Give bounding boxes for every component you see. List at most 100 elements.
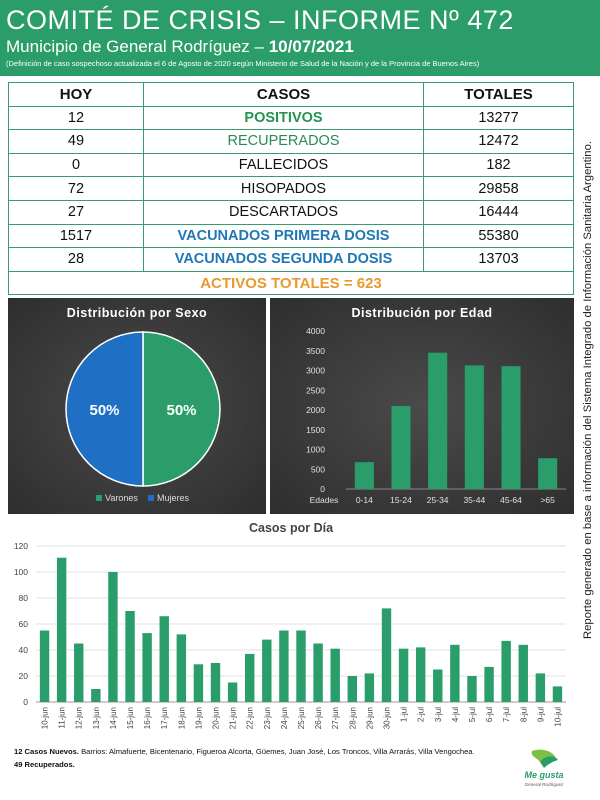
table-row: 12 POSITIVOS 13277 [8, 105, 574, 131]
x-tick-label: 17-jun [160, 707, 169, 729]
age-bar [391, 406, 411, 489]
table-row: 1517 VACUNADOS PRIMERA DOSIS 55380 [8, 223, 574, 249]
x-tick-label: >65 [540, 495, 555, 505]
x-tick-label: 0-14 [356, 495, 373, 505]
source-note: Reporte generado en base a información d… [578, 110, 598, 670]
day-bar [450, 644, 460, 702]
case-label: DESCARTADOS [143, 199, 424, 225]
y-tick-label: 80 [19, 593, 29, 603]
day-bar [347, 676, 357, 702]
table-row: 27 DESCARTADOS 16444 [8, 199, 574, 225]
case-label: VACUNADOS SEGUNDA DOSIS [143, 247, 424, 272]
report-subtitle: Municipio de General Rodríguez – 10/07/2… [6, 36, 594, 58]
total-cell: 13703 [423, 247, 574, 272]
logo-subtext: General Rodríguez [525, 782, 565, 787]
hoy-cell: 0 [8, 152, 144, 178]
x-tick-label: 22-jun [246, 707, 255, 729]
sex-chart-title: Distribución por Sexo [66, 306, 208, 320]
x-tick-label: 29-jun [365, 707, 374, 729]
y-tick-label: 40 [19, 645, 29, 655]
x-tick-label: 4-jul [451, 707, 460, 722]
day-bar [176, 634, 187, 702]
age-chart-title: Distribución por Edad [351, 306, 493, 320]
x-tick-label: 3-jul [434, 707, 443, 722]
legend-label-mujeres: Mujeres [157, 493, 190, 503]
activos-row: ACTIVOS TOTALES = 623 [8, 270, 574, 296]
hoy-cell: 1517 [8, 223, 144, 249]
x-tick-label: 1-jul [400, 707, 409, 722]
logo-text: Me gusta [524, 770, 563, 780]
day-bar [313, 643, 323, 702]
y-tick-label: 2000 [306, 405, 325, 415]
x-tick-label: 5-jul [468, 707, 477, 722]
header-hoy: HOY [8, 82, 144, 107]
age-distribution-panel: Distribución por Edad 0 500 1000 1500 2000 25… [270, 298, 574, 514]
recovered-note: 49 Recuperados. [14, 758, 475, 771]
table-row: 49 RECUPERADOS 12472 [8, 129, 574, 154]
hoy-cell: 28 [8, 247, 144, 272]
pie-slice-varones [142, 331, 221, 487]
x-tick-label: 8-jul [519, 707, 528, 722]
day-bar [518, 644, 528, 702]
activos-totales: ACTIVOS TOTALES = 623 [8, 270, 574, 296]
case-label: RECUPERADOS [143, 129, 424, 154]
x-tick-label: 14-jun [109, 707, 118, 729]
total-cell: 13277 [423, 105, 574, 131]
report-date: 10/07/2021 [268, 37, 354, 56]
total-cell: 29858 [423, 176, 574, 201]
y-tick-label: 1500 [306, 425, 325, 435]
y-tick-label: 0 [23, 697, 28, 707]
day-bar [142, 633, 152, 702]
total-cell: 55380 [423, 223, 574, 249]
y-tick-label: 500 [311, 464, 325, 474]
age-bar [538, 458, 558, 489]
x-tick-label: 24-jun [280, 707, 289, 729]
case-label: VACUNADOS PRIMERA DOSIS [143, 223, 424, 249]
age-bar [354, 462, 374, 489]
hoy-cell: 72 [8, 176, 144, 201]
total-cell: 182 [423, 152, 574, 178]
x-tick-label: 20-jun [212, 707, 221, 729]
y-tick-label: 20 [19, 671, 29, 681]
y-tick-label: 3000 [306, 366, 325, 376]
pie-data-label: 50% [89, 402, 119, 419]
stats-header-row: HOY CASOS TOTALES [8, 82, 574, 107]
hoy-cell: 12 [8, 105, 144, 131]
new-cases-count: 12 Casos Nuevos. [14, 747, 79, 756]
new-cases-neighborhoods: Barrios: Almafuerte, Bicentenario, Figue… [79, 747, 475, 756]
municipality-label: Municipio de General Rodríguez – [6, 37, 269, 56]
day-bar [159, 616, 169, 702]
y-tick-label: 0 [320, 484, 325, 494]
day-bar [364, 673, 375, 702]
x-tick-label: 35-44 [463, 495, 485, 505]
day-bar [39, 630, 50, 702]
legend-label-varones: Varones [105, 493, 138, 503]
me-gusta-logo: Me gusta General Rodríguez [524, 749, 565, 787]
y-tick-label: 3500 [306, 346, 325, 356]
day-bar [535, 673, 546, 702]
age-bar [428, 352, 448, 489]
age-bar [464, 365, 484, 489]
x-tick-label: 45-64 [500, 495, 522, 505]
x-tick-label: 10-jul [553, 707, 562, 727]
day-bar [433, 669, 443, 702]
x-tick-label: 27-jun [331, 707, 340, 729]
x-tick-label: 7-jul [502, 707, 511, 722]
case-label: HISOPADOS [143, 176, 424, 201]
case-label: POSITIVOS [143, 105, 424, 131]
header-casos: CASOS [143, 82, 424, 107]
y-tick-label: 120 [14, 541, 28, 551]
definition-note: (Definición de caso sospechoso actualiza… [6, 59, 480, 68]
daily-bar-chart: 0 20 40 60 80 100 120 10-jun 11-jun 12-jun 13-jun 1… [14, 541, 566, 729]
x-tick-label: 28-jun [348, 707, 357, 729]
table-row: 28 VACUNADOS SEGUNDA DOSIS 13703 [8, 247, 574, 272]
y-tick-label: 4000 [306, 326, 325, 336]
day-bar [227, 682, 238, 702]
age-bar-chart: 0 500 1000 1500 2000 2500 3000 3500 4000 0-14 15-2… [306, 326, 566, 505]
x-tick-label: 21-jun [229, 707, 238, 729]
footer-notes: 12 Casos Nuevos. Barrios: Almafuerte, Bi… [14, 745, 475, 771]
x-tick-label: 18-jun [177, 707, 186, 729]
table-row: 0 FALLECIDOS 182 [8, 152, 574, 178]
source-note-text: Reporte generado en base a información d… [582, 140, 594, 640]
y-tick-label: 1000 [306, 445, 325, 455]
